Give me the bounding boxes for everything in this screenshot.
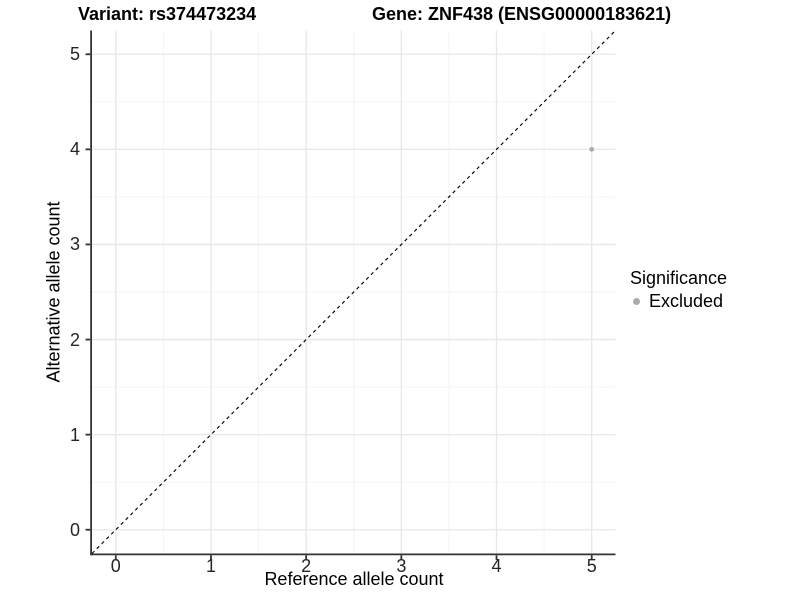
legend-item: Excluded [630, 291, 727, 312]
y-axis-title: Alternative allele count [43, 201, 64, 383]
legend-title: Significance [630, 268, 728, 288]
legend-items: Excluded [630, 291, 727, 312]
y-tick-label: 3 [69, 234, 80, 255]
legend: Significance Excluded [630, 268, 727, 311]
y-tick-label: 1 [69, 424, 80, 445]
legend-key-dot-icon [633, 297, 640, 305]
legend-item-label: Excluded [649, 290, 724, 311]
x-tick-label: 0 [110, 556, 121, 576]
y-tick-label: 0 [69, 519, 80, 540]
variant-title: Variant: rs374473234 [78, 4, 257, 24]
data-point [589, 146, 595, 152]
x-tick-label: 3 [396, 556, 407, 576]
gene-title: Gene: ZNF438 (ENSG00000183621) [372, 4, 672, 24]
y-tick-label: 2 [69, 329, 80, 350]
y-tick-label: 4 [69, 139, 80, 160]
x-tick-label: 5 [586, 556, 597, 576]
y-tick-label: 5 [69, 44, 80, 65]
identity-dashed-line [91, 30, 616, 554]
x-tick-label: 2 [301, 556, 312, 576]
x-tick-label: 4 [491, 556, 502, 576]
x-tick-label: 1 [205, 556, 216, 576]
x-axis-title: Reference allele count [264, 569, 444, 589]
